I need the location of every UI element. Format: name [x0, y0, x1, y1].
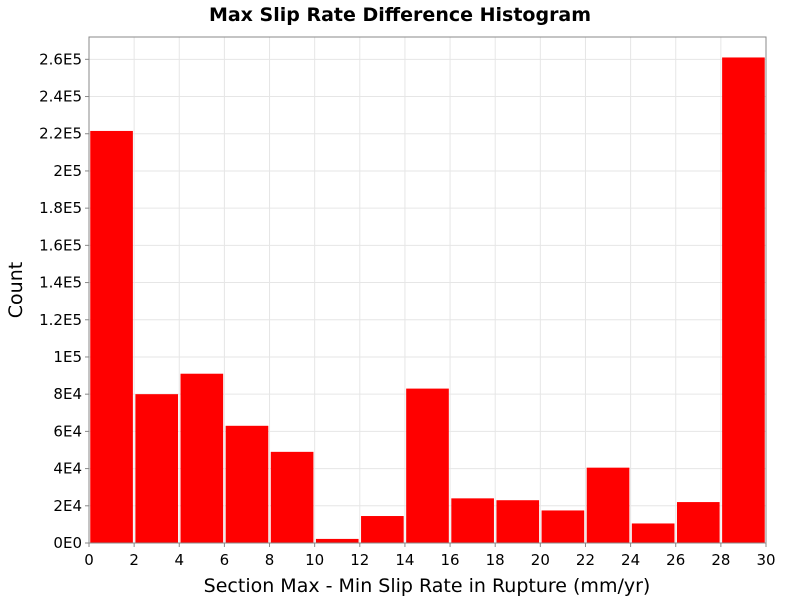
chart-title: Max Slip Rate Difference Histogram	[209, 4, 591, 26]
histogram-bar-6-8	[225, 425, 269, 543]
x-tick-label: 0	[84, 551, 94, 569]
x-tick-label: 10	[305, 551, 324, 569]
histogram-bar-22-24	[586, 467, 630, 543]
y-tick-label: 1.6E5	[39, 236, 82, 254]
y-tick-label: 8E4	[53, 385, 82, 403]
x-tick-label: 12	[350, 551, 369, 569]
y-tick-label: 0E0	[53, 534, 82, 552]
x-tick-label: 22	[576, 551, 595, 569]
plot-frame	[88, 36, 767, 544]
x-tick-label: 26	[666, 551, 685, 569]
histogram-bar-20-22	[541, 510, 585, 543]
y-axis-ticks: 0E0 2E4 4E4 6E4 8E4 1E5 1.2E5 1.4E5 1.6E5 1.8E5 2E…	[39, 50, 89, 552]
x-axis-label: Section Max - Min Slip Rate in Rupture (…	[204, 575, 651, 597]
x-tick-label: 16	[441, 551, 460, 569]
y-tick-label: 1.8E5	[39, 199, 82, 217]
x-tick-label: 28	[711, 551, 730, 569]
histogram-bar-28-30	[722, 57, 765, 544]
y-axis-label: Count	[5, 262, 27, 318]
histogram-bar-18-20	[496, 500, 540, 543]
y-tick-label: 6E4	[53, 422, 82, 440]
y-tick-label: 1.2E5	[39, 311, 82, 329]
x-tick-label: 2	[129, 551, 139, 569]
histogram-bar-16-18	[451, 498, 494, 543]
histogram-bar-24-26	[631, 523, 675, 543]
x-axis-ticks: 0 2 4 6 8 10 12 14 16 18 20 22 24 26 28 30	[84, 543, 776, 569]
x-tick-label: 14	[395, 551, 414, 569]
y-tick-label: 4E4	[53, 460, 82, 478]
histogram-bar-10-12	[315, 538, 359, 543]
y-tick-label: 1E5	[53, 348, 82, 366]
y-tick-label: 2E5	[53, 162, 82, 180]
x-tick-label: 8	[265, 551, 275, 569]
histogram-bar-12-14	[361, 516, 404, 543]
x-tick-label: 24	[621, 551, 640, 569]
y-tick-label: 1.4E5	[39, 274, 82, 292]
histogram-bar-2-4	[135, 394, 179, 543]
y-tick-label: 2.4E5	[39, 88, 82, 106]
x-tick-label: 4	[174, 551, 184, 569]
y-tick-label: 2.2E5	[39, 125, 82, 143]
histogram-bar-8-10	[270, 451, 314, 543]
y-tick-label: 2.6E5	[39, 50, 82, 68]
y-tick-label: 2E4	[53, 497, 82, 515]
histogram-bar-4-6	[180, 373, 224, 543]
x-tick-label: 6	[220, 551, 230, 569]
histogram-bar-26-28	[676, 502, 720, 543]
histogram-bar-0-2	[90, 130, 133, 543]
x-tick-label: 18	[486, 551, 505, 569]
bars	[90, 57, 765, 544]
x-tick-label: 20	[531, 551, 550, 569]
histogram-bar-14-16	[406, 388, 449, 543]
x-tick-label: 30	[756, 551, 775, 569]
